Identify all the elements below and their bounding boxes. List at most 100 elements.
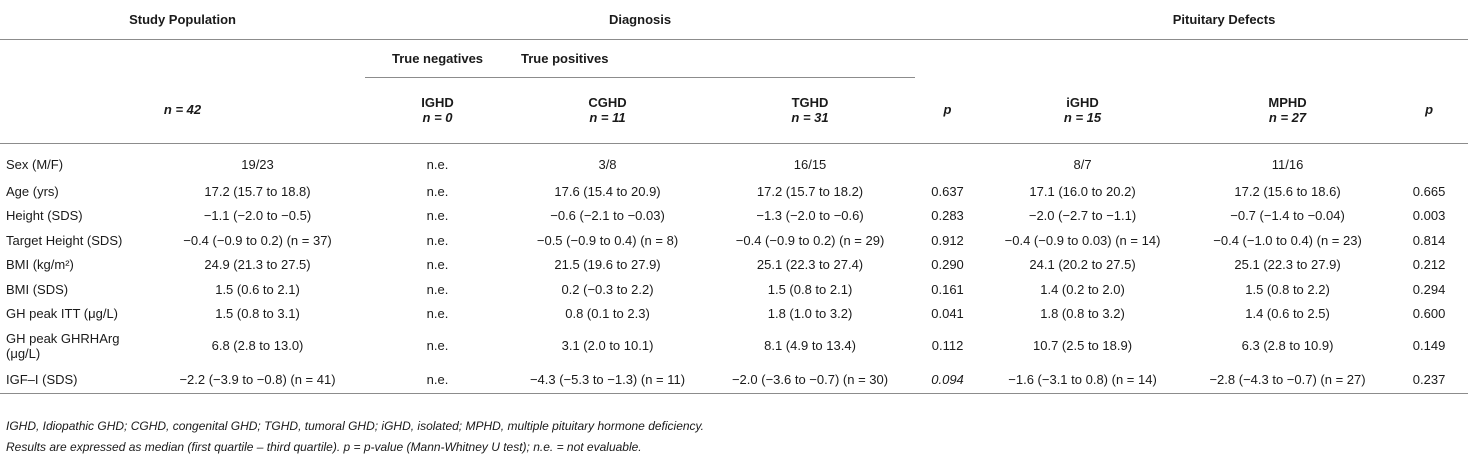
cell-ighd: n.e. — [426, 183, 449, 199]
cell-isghd: 1.8 (0.8 to 3.2) — [1040, 306, 1125, 322]
header-p-diagnosis: p — [915, 77, 981, 144]
header-tghd-n: n = 31 — [791, 110, 829, 125]
cell-mphd: 11/16 — [1271, 156, 1304, 172]
cell-isghd: 1.4 (0.2 to 2.0) — [1040, 281, 1125, 297]
cell-cghd: 3.1 (2.0 to 10.1) — [561, 338, 654, 353]
row-label: IGF–I (SDS) — [0, 365, 150, 394]
table-row: BMI (kg/m²) 24.9 (21.3 to 27.5) n.e. 21.… — [0, 253, 1468, 278]
cell-total: 17.2 (15.7 to 18.8) — [204, 183, 311, 199]
table-row: Target Height (SDS) −0.4 (−0.9 to 0.2) (… — [0, 228, 1468, 253]
header-cghd-cell: CGHD n = 11 — [510, 77, 706, 144]
cell-p1: 0.161 — [931, 281, 964, 297]
cell-p1: 0.112 — [931, 338, 964, 353]
row-label: Age (yrs) — [6, 183, 59, 199]
header-diagnosis: Diagnosis — [365, 0, 916, 40]
table-row: IGF–I (SDS) −2.2 (−3.9 to −0.8) (n = 41)… — [0, 365, 1468, 394]
cell-cghd: 0.8 (0.1 to 2.3) — [565, 306, 650, 322]
cell-ighd: n.e. — [426, 257, 449, 273]
cell-ighd: n.e. — [426, 281, 449, 297]
cell-p2: 0.665 — [1412, 183, 1446, 199]
cell-isghd: 8/7 — [1073, 156, 1092, 172]
table-row: Sex (M/F) 19/23 n.e. 3/8 16/15 8/7 11/16 — [0, 143, 1468, 179]
table-row: Height (SDS) −1.1 (−2.0 to −0.5) n.e. −0… — [0, 204, 1468, 229]
cell-isghd: −1.6 (−3.1 to 0.8) (n = 14) — [980, 365, 1186, 394]
cell-p1: 0.637 — [931, 183, 964, 199]
cell-ighd: n.e. — [426, 306, 449, 322]
header-true-positives: True positives — [521, 50, 609, 66]
header-blank — [915, 39, 980, 77]
cell-p2: 0.003 — [1412, 208, 1446, 224]
cell-p1: 0.094 — [915, 365, 981, 394]
footnote-results: Results are expressed as median (first q… — [6, 440, 642, 454]
cell-p1: 0.912 — [931, 232, 964, 248]
header-mphd-n: n = 27 — [1268, 109, 1307, 125]
header-pituitary-defects: Pituitary Defects — [980, 0, 1468, 40]
cell-ighd: n.e. — [365, 365, 511, 394]
header-study-population: Study Population — [0, 0, 366, 40]
cell-isghd: −2.0 (−2.7 to −1.1) — [1028, 208, 1137, 224]
table-row: BMI (SDS) 1.5 (0.6 to 2.1) n.e. 0.2 (−0.… — [0, 277, 1468, 302]
row-label: BMI (kg/m²) — [6, 257, 74, 273]
cell-total: 6.8 (2.8 to 13.0) — [211, 338, 304, 353]
cell-isghd: −0.4 (−0.9 to 0.03) (n = 14) — [1004, 232, 1161, 248]
cell-total: 1.5 (0.8 to 3.1) — [215, 306, 300, 322]
cell-ighd: n.e. — [426, 232, 449, 248]
cell-tghd: 25.1 (22.3 to 27.4) — [756, 257, 864, 273]
header-tghd-cell: TGHD n = 31 — [705, 77, 916, 144]
cell-mphd: −2.8 (−4.3 to −0.7) (n = 27) — [1185, 365, 1391, 394]
header-true-negatives: True negatives — [365, 39, 511, 78]
cell-p2: 0.600 — [1412, 306, 1446, 322]
cell-tghd: −0.4 (−0.9 to 0.2) (n = 29) — [735, 232, 885, 248]
cell-isghd: 24.1 (20.2 to 27.5) — [1029, 257, 1136, 273]
cell-total: 19/23 — [241, 156, 274, 172]
header-cghd: CGHD — [588, 95, 627, 110]
cell-total: 1.5 (0.6 to 2.1) — [215, 281, 300, 297]
cell-isghd: 17.1 (16.0 to 20.2) — [1029, 183, 1136, 199]
cell-total: 24.9 (21.3 to 27.5) — [204, 257, 311, 273]
cell-p2: 0.237 — [1390, 365, 1468, 394]
cell-p1: 0.290 — [931, 257, 964, 273]
header-n-total: n = 42 — [0, 77, 366, 144]
header-ighd: IGHD — [421, 95, 454, 110]
cell-p2: 0.294 — [1412, 281, 1446, 297]
header-ighd-n: n = 0 — [422, 110, 453, 125]
cell-tghd: 16/15 — [793, 156, 827, 172]
cell-p2: 0.149 — [1412, 338, 1446, 353]
row-label: Height (SDS) — [6, 208, 83, 224]
table-row: GH peak ITT (μg/L) 1.5 (0.8 to 3.1) n.e.… — [0, 302, 1468, 327]
table-row: GH peak GHRHArg (μg/L) 6.8 (2.8 to 13.0)… — [0, 326, 1468, 365]
cell-p1 — [915, 143, 980, 179]
cell-p1: 0.283 — [931, 208, 964, 224]
cell-mphd: −0.4 (−1.0 to 0.4) (n = 23) — [1213, 232, 1362, 248]
cell-isghd: 10.7 (2.5 to 18.9) — [1033, 338, 1133, 353]
cell-tghd: 8.1 (4.9 to 13.4) — [764, 338, 856, 353]
cell-mphd: −0.7 (−1.4 to −0.04) — [1230, 208, 1345, 224]
footnote-abbreviations: IGHD, Idiopathic GHD; CGHD, congenital G… — [6, 419, 704, 433]
cell-p2: 0.212 — [1412, 257, 1446, 273]
header-p-pituitary: p — [1390, 77, 1468, 144]
cell-ighd: n.e. — [426, 156, 449, 172]
header-isghd: iGHD — [1066, 94, 1099, 110]
header-cghd-n: n = 11 — [589, 110, 626, 125]
cell-cghd: −4.3 (−5.3 to −1.3) (n = 11) — [510, 365, 706, 394]
header-blank — [980, 39, 1468, 77]
row-label: Target Height (SDS) — [6, 232, 123, 248]
cell-tghd: 1.5 (0.8 to 2.1) — [767, 281, 853, 297]
header-mphd: MPHD — [1268, 94, 1307, 110]
cell-total: −0.4 (−0.9 to 0.2) (n = 37) — [183, 232, 332, 248]
cell-mphd: 6.3 (2.8 to 10.9) — [1241, 338, 1334, 353]
row-label: GH peak ITT (μg/L) — [6, 306, 119, 322]
cell-p1: 0.041 — [931, 306, 964, 322]
cell-ighd: n.e. — [426, 338, 449, 353]
cell-cghd: 17.6 (15.4 to 20.9) — [554, 183, 661, 199]
cell-p2: 0.814 — [1412, 232, 1446, 248]
header-tghd: TGHD — [791, 95, 829, 110]
cell-cghd: −0.5 (−0.9 to 0.4) (n = 8) — [536, 232, 679, 248]
row-label: Sex (M/F) — [6, 156, 64, 172]
cell-mphd: 1.5 (0.8 to 2.2) — [1245, 281, 1330, 297]
cell-ighd: n.e. — [426, 208, 449, 224]
header-isghd-cell: iGHD n = 15 — [980, 77, 1186, 144]
cell-mphd: 1.4 (0.6 to 2.5) — [1245, 306, 1330, 322]
table-row: Age (yrs) 17.2 (15.7 to 18.8) n.e. 17.6 … — [0, 179, 1468, 204]
cell-total: −1.1 (−2.0 to −0.5) — [203, 208, 312, 224]
